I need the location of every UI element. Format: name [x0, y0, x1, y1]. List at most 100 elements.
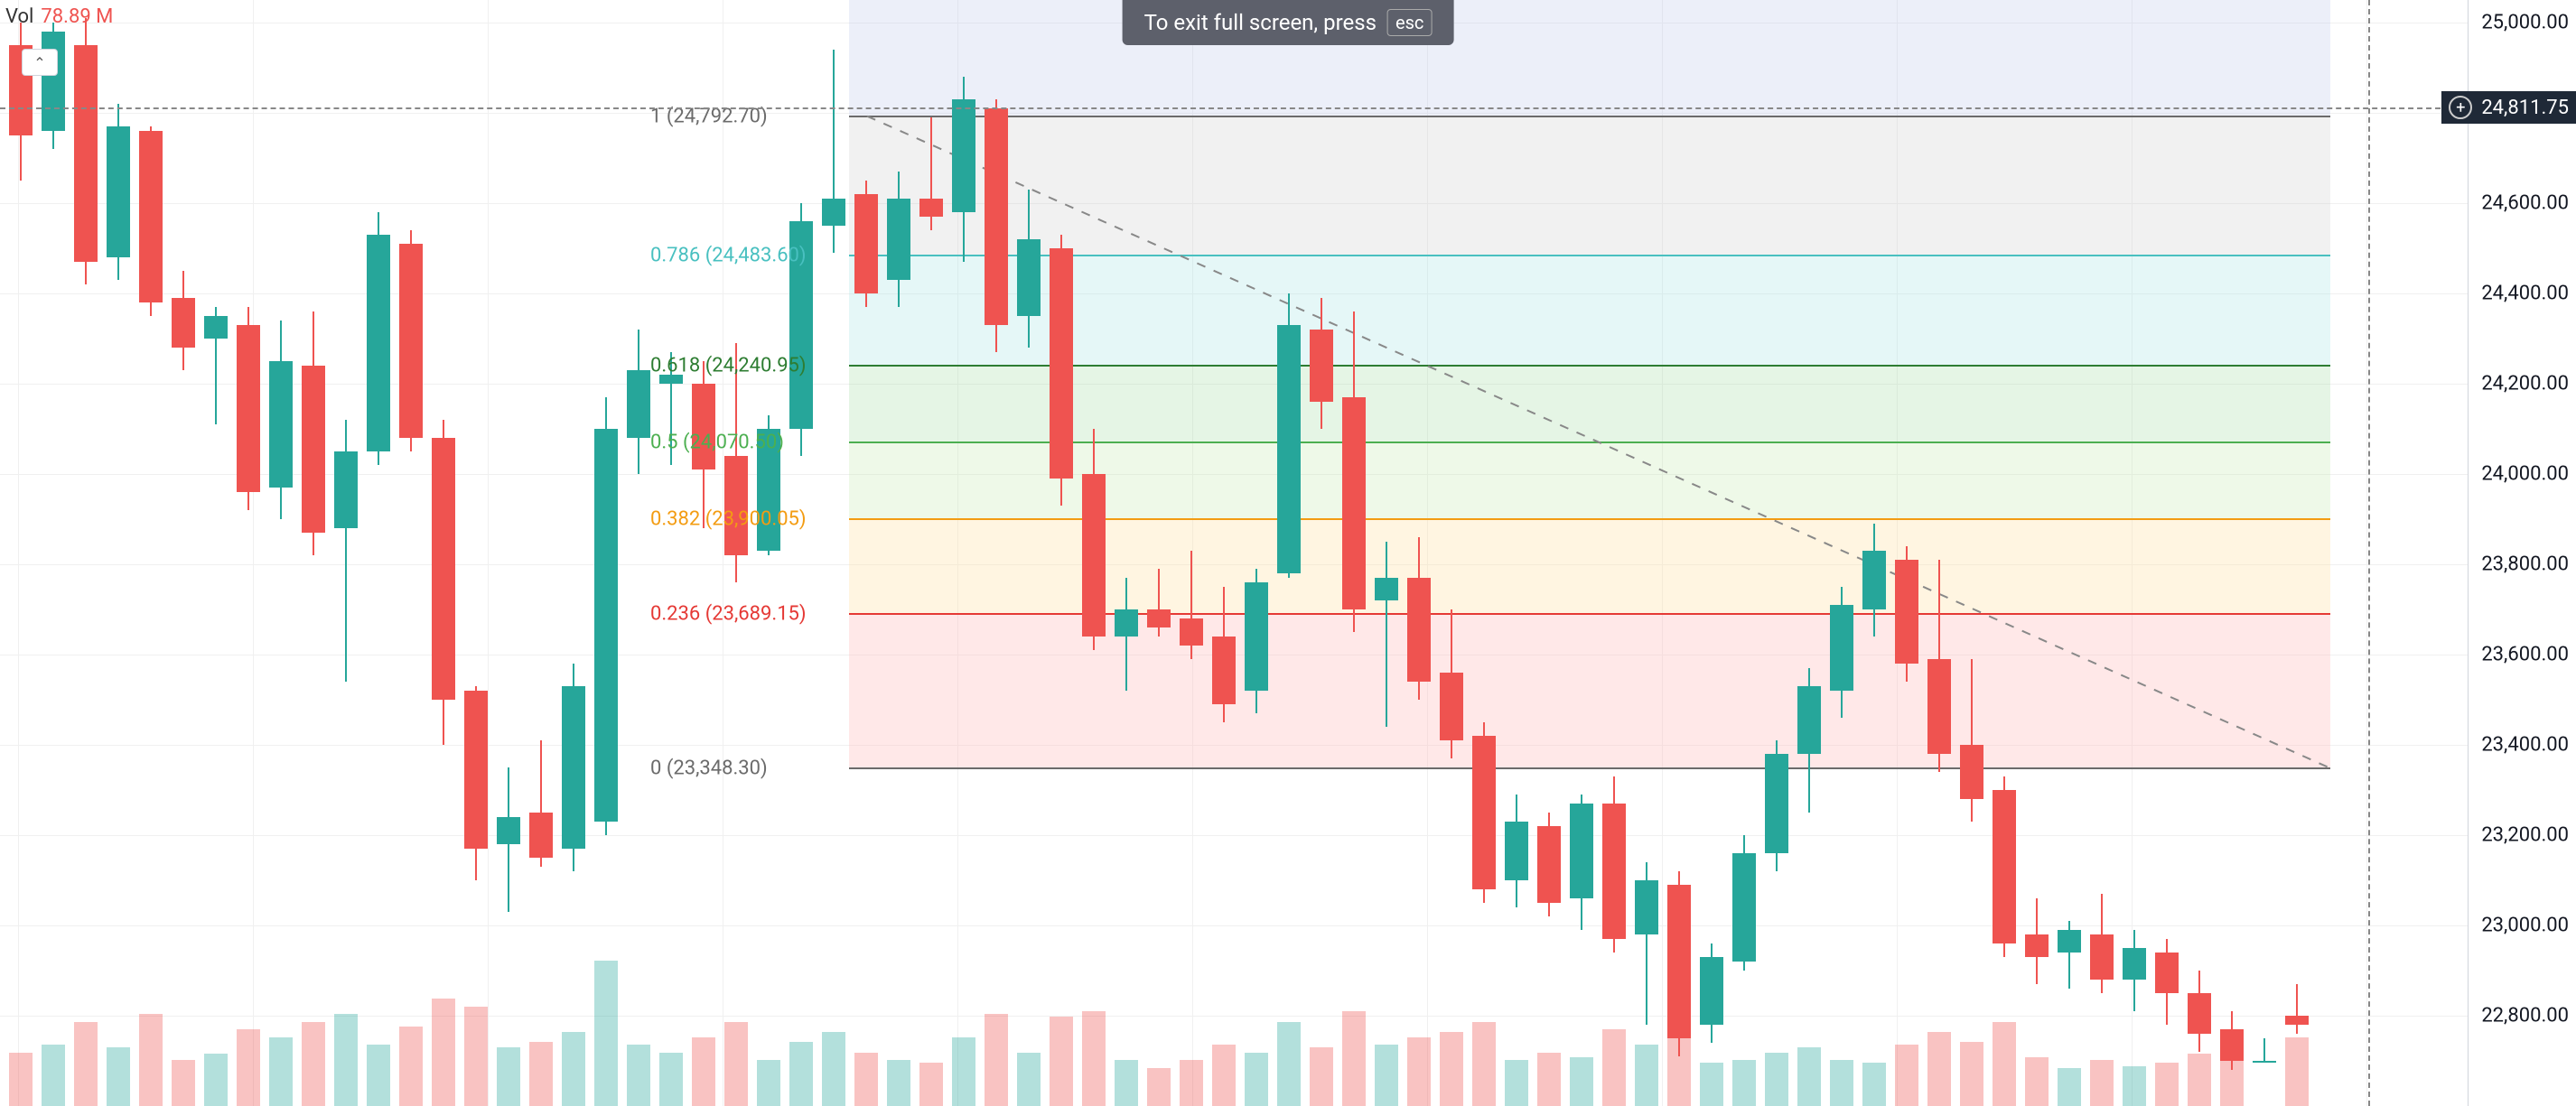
candle[interactable]	[1310, 0, 1333, 1106]
candle[interactable]	[1830, 0, 1853, 1106]
y-axis-tick: 23,200.00	[2481, 824, 2569, 847]
crosshair-price-value: 24,811.75	[2481, 97, 2569, 119]
candle[interactable]	[367, 0, 390, 1106]
chevron-up-icon: ⌃	[33, 54, 45, 71]
candle[interactable]	[659, 0, 683, 1106]
candle[interactable]	[1635, 0, 1658, 1106]
candle[interactable]	[1050, 0, 1073, 1106]
chart-root[interactable]: To exit full screen, press esc Vol 78.89…	[0, 0, 2576, 1106]
candle[interactable]	[952, 0, 975, 1106]
candle[interactable]	[1407, 0, 1431, 1106]
candle[interactable]	[497, 0, 520, 1106]
candle[interactable]	[2058, 0, 2081, 1106]
y-axis-tick: 24,600.00	[2481, 192, 2569, 215]
candle[interactable]	[139, 0, 163, 1106]
y-axis-tick: 25,000.00	[2481, 12, 2569, 34]
candle[interactable]	[74, 0, 98, 1106]
candle[interactable]	[2220, 0, 2244, 1106]
candle[interactable]	[399, 0, 423, 1106]
y-axis-tick: 23,800.00	[2481, 553, 2569, 576]
candle[interactable]	[172, 0, 195, 1106]
candle[interactable]	[1505, 0, 1528, 1106]
candle[interactable]	[1797, 0, 1821, 1106]
add-alert-icon[interactable]: +	[2449, 96, 2472, 119]
crosshair-price-badge: + 24,811.75	[2441, 91, 2576, 124]
candle[interactable]	[1732, 0, 1756, 1106]
candle[interactable]	[1927, 0, 1951, 1106]
candle[interactable]	[2285, 0, 2309, 1106]
candle[interactable]	[42, 0, 65, 1106]
candle[interactable]	[1180, 0, 1203, 1106]
candle[interactable]	[1147, 0, 1171, 1106]
candle[interactable]	[1667, 0, 1691, 1106]
candle[interactable]	[562, 0, 585, 1106]
candle[interactable]	[757, 0, 780, 1106]
fib-level-label: 0.236 (23,689.15)	[650, 603, 807, 626]
candle[interactable]	[1993, 0, 2016, 1106]
y-axis-tick: 23,600.00	[2481, 644, 2569, 666]
candle[interactable]	[432, 0, 455, 1106]
candle[interactable]	[2090, 0, 2114, 1106]
candle[interactable]	[887, 0, 910, 1106]
volume-value: 78.89 M	[41, 5, 113, 28]
candle[interactable]	[985, 0, 1008, 1106]
fib-level-label: 0.786 (24,483.60)	[650, 245, 807, 267]
candle[interactable]	[919, 0, 943, 1106]
price-axis[interactable]: 25,000.0024,800.0024,600.0024,400.0024,2…	[2468, 0, 2576, 1106]
candle[interactable]	[204, 0, 228, 1106]
y-axis-tick: 24,200.00	[2481, 373, 2569, 395]
candle[interactable]	[269, 0, 293, 1106]
volume-indicator[interactable]: Vol 78.89 M	[5, 5, 113, 28]
candle[interactable]	[2025, 0, 2049, 1106]
candle[interactable]	[2253, 0, 2276, 1106]
candle[interactable]	[1342, 0, 1366, 1106]
candle[interactable]	[1375, 0, 1398, 1106]
candle[interactable]	[2188, 0, 2211, 1106]
candle[interactable]	[107, 0, 130, 1106]
collapse-button[interactable]: ⌃	[22, 49, 58, 76]
candle[interactable]	[692, 0, 715, 1106]
candle[interactable]	[854, 0, 878, 1106]
candle[interactable]	[529, 0, 553, 1106]
candle[interactable]	[1245, 0, 1268, 1106]
candle[interactable]	[9, 0, 33, 1106]
candle[interactable]	[1537, 0, 1561, 1106]
candle[interactable]	[1862, 0, 1886, 1106]
notification-key: esc	[1387, 9, 1432, 36]
candle[interactable]	[594, 0, 618, 1106]
candle[interactable]	[1570, 0, 1593, 1106]
y-axis-tick: 23,000.00	[2481, 915, 2569, 937]
candle[interactable]	[2155, 0, 2179, 1106]
fib-level-label: 0.382 (23,900.05)	[650, 507, 807, 530]
candle[interactable]	[724, 0, 748, 1106]
candle[interactable]	[822, 0, 845, 1106]
candle[interactable]	[1017, 0, 1041, 1106]
candle[interactable]	[1082, 0, 1106, 1106]
y-axis-tick: 24,400.00	[2481, 283, 2569, 305]
candle[interactable]	[1277, 0, 1301, 1106]
fib-level-label: 0 (23,348.30)	[650, 757, 768, 779]
candle[interactable]	[1472, 0, 1496, 1106]
candle[interactable]	[464, 0, 488, 1106]
notification-text: To exit full screen, press	[1144, 10, 1377, 35]
fullscreen-notification: To exit full screen, press esc	[1123, 0, 1454, 45]
candle[interactable]	[237, 0, 260, 1106]
candle[interactable]	[1700, 0, 1723, 1106]
candle[interactable]	[1602, 0, 1626, 1106]
candle[interactable]	[1960, 0, 1983, 1106]
y-axis-tick: 24,000.00	[2481, 463, 2569, 486]
candle[interactable]	[1895, 0, 1918, 1106]
candle[interactable]	[334, 0, 358, 1106]
y-axis-tick: 22,800.00	[2481, 1005, 2569, 1027]
candle[interactable]	[789, 0, 813, 1106]
fib-level-label: 0.5 (24,070.50)	[650, 431, 784, 453]
candle[interactable]	[1440, 0, 1463, 1106]
y-axis-tick: 23,400.00	[2481, 734, 2569, 757]
candle[interactable]	[2123, 0, 2146, 1106]
candle[interactable]	[627, 0, 650, 1106]
fib-level-label: 0.618 (24,240.95)	[650, 354, 807, 376]
candle[interactable]	[1115, 0, 1138, 1106]
candle[interactable]	[1765, 0, 1788, 1106]
candle[interactable]	[1212, 0, 1236, 1106]
candle[interactable]	[302, 0, 325, 1106]
